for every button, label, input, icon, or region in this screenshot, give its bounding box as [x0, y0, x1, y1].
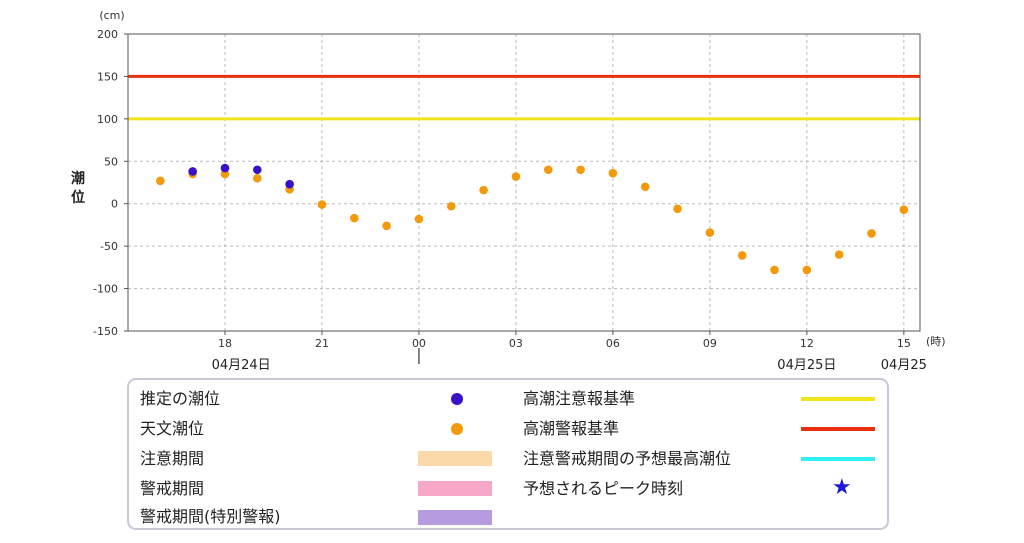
data-point	[349, 213, 359, 223]
data-point	[608, 168, 618, 178]
legend-warning-period-label: 警戒期間	[140, 479, 205, 498]
x-tick-label: 18	[218, 337, 232, 350]
y-tick-label: -50	[100, 240, 118, 253]
x-tick-label: 03	[509, 337, 523, 350]
x-tick-label: 09	[703, 337, 717, 350]
x-unit-label: (時)	[926, 335, 946, 348]
legend-warning-standard-label: 高潮警報基準	[523, 419, 620, 438]
legend-caution-standard-label: 高潮注意報基準	[523, 389, 636, 408]
legend-astronomical-dot	[451, 423, 463, 435]
y-axis-title: 潮位	[71, 170, 85, 206]
y-tick-label: -100	[93, 283, 118, 296]
date-label: 04月24日	[212, 358, 271, 373]
x-tick-label: 21	[315, 337, 329, 350]
data-point	[673, 204, 682, 214]
y-tick-label: 150	[97, 70, 118, 83]
legend-astronomical-label: 天文潮位	[140, 419, 205, 438]
plot-frame	[127, 33, 921, 332]
data-point	[156, 176, 165, 186]
data-point	[253, 165, 262, 175]
data-point	[220, 163, 230, 173]
data-point	[188, 167, 197, 176]
data-point	[576, 165, 585, 175]
legend-peak-time-star-icon: ★	[832, 475, 852, 500]
legend: 推定の潮位 天文潮位 注意期間 警戒期間 警戒期間(特別警報) 高潮注意報基準 …	[127, 378, 889, 530]
data-point	[220, 169, 230, 179]
data-point	[382, 221, 391, 231]
data-point	[543, 165, 553, 175]
data-point	[640, 182, 650, 192]
data-point	[770, 265, 779, 275]
x-tick-label: 00	[412, 337, 426, 350]
legend-estimated-label: 推定の潮位	[140, 389, 221, 408]
legend-max-tide-line	[801, 457, 875, 461]
data-point	[899, 205, 909, 214]
data-point	[317, 200, 327, 209]
data-points	[156, 163, 909, 275]
legend-warning-period-swatch	[418, 481, 492, 496]
date-labels: 04月24日 04月25日 04月25	[212, 358, 927, 373]
legend-special-warning-label: 警戒期間(特別警報)	[140, 507, 281, 526]
legend-special-warning-swatch	[418, 510, 492, 525]
date-label: 04月25日	[777, 358, 836, 373]
data-point	[446, 201, 456, 211]
date-label: 04月25	[881, 358, 927, 373]
grid	[124, 33, 920, 335]
threshold-lines	[128, 74, 920, 121]
legend-peak-time-label: 予想されるピーク時刻	[523, 479, 684, 498]
legend-caution-period-label: 注意期間	[140, 449, 205, 468]
y-tick-label: 100	[97, 113, 118, 126]
legend-warning-standard-line	[801, 427, 875, 431]
y-tick-labels: 200 150 100 50 0 -50 -100 -150	[93, 28, 118, 338]
data-point	[285, 179, 294, 189]
data-point	[479, 185, 488, 195]
data-point	[705, 228, 715, 237]
data-point	[802, 265, 812, 275]
y-tick-label: 200	[97, 28, 118, 41]
legend-max-tide-label: 注意警戒期間の予想最高潮位	[523, 449, 732, 468]
y-unit-label: (cm)	[99, 9, 124, 22]
x-tick-label: 12	[800, 337, 814, 350]
data-point	[867, 229, 876, 238]
data-point	[834, 250, 844, 259]
data-point	[253, 173, 262, 183]
data-point	[737, 251, 747, 260]
data-point	[511, 172, 521, 181]
legend-caution-standard-line	[801, 397, 875, 401]
tide-chart: (cm) (時) 潮位 200 150 100 50 0 -50 -100 -150 18 21…	[71, 9, 946, 373]
data-point	[414, 214, 424, 224]
x-tick-label: 06	[606, 337, 620, 350]
y-tick-label: 50	[104, 155, 118, 168]
y-tick-label: 0	[111, 198, 118, 211]
y-tick-label: -150	[93, 325, 118, 338]
x-tick-label: 15	[897, 337, 911, 350]
x-tick-labels: 18 21 00 03 06 09 12 15	[218, 337, 911, 350]
legend-estimated-dot	[451, 393, 463, 405]
legend-caution-period-swatch	[418, 451, 492, 466]
